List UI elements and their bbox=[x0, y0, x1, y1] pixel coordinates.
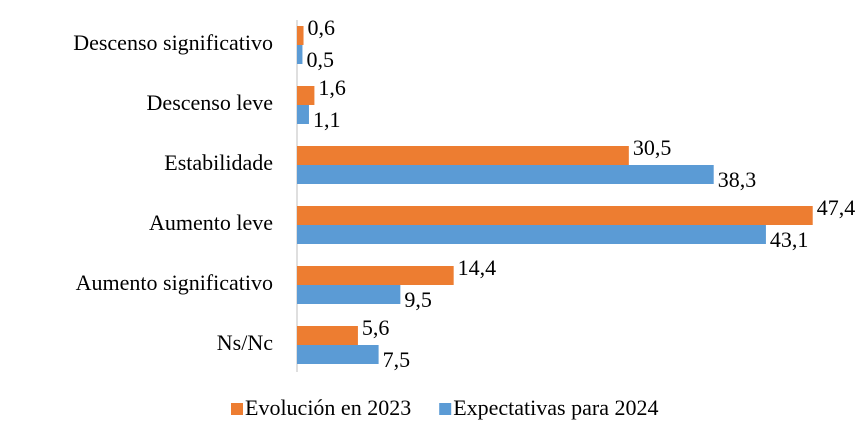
legend-label: Evolución en 2023 bbox=[245, 395, 411, 420]
bar bbox=[297, 105, 309, 124]
value-label: 1,1 bbox=[313, 107, 341, 132]
bar bbox=[297, 146, 629, 165]
bar bbox=[297, 165, 714, 184]
bar bbox=[297, 45, 303, 64]
value-label: 47,4 bbox=[817, 195, 856, 220]
value-label: 1,6 bbox=[318, 75, 346, 100]
y-tick-label: Descenso significativo bbox=[73, 30, 273, 55]
bar bbox=[297, 266, 454, 285]
y-tick-label: Aumento leve bbox=[149, 210, 273, 235]
value-label: 0,5 bbox=[306, 47, 334, 72]
y-tick-label: Descenso leve bbox=[147, 90, 273, 115]
legend-label: Expectativas para 2024 bbox=[453, 395, 658, 420]
value-label: 0,6 bbox=[308, 15, 336, 40]
value-label: 7,5 bbox=[383, 347, 411, 372]
bar bbox=[297, 86, 315, 105]
value-label: 14,4 bbox=[458, 255, 497, 280]
bar bbox=[297, 225, 766, 244]
bar bbox=[297, 26, 304, 45]
y-tick-label: Estabilidade bbox=[164, 150, 273, 175]
bar bbox=[297, 206, 813, 225]
value-label: 38,3 bbox=[718, 167, 757, 192]
legend-swatch bbox=[231, 403, 243, 415]
value-label: 43,1 bbox=[770, 227, 809, 252]
value-label: 30,5 bbox=[633, 135, 672, 160]
y-tick-label: Ns/Nc bbox=[217, 330, 273, 355]
bar bbox=[297, 326, 358, 345]
value-label: 9,5 bbox=[404, 287, 432, 312]
bar bbox=[297, 285, 401, 304]
value-label: 5,6 bbox=[362, 315, 390, 340]
legend-swatch bbox=[439, 403, 452, 415]
y-tick-label: Aumento significativo bbox=[76, 270, 273, 295]
bar bbox=[297, 345, 379, 364]
